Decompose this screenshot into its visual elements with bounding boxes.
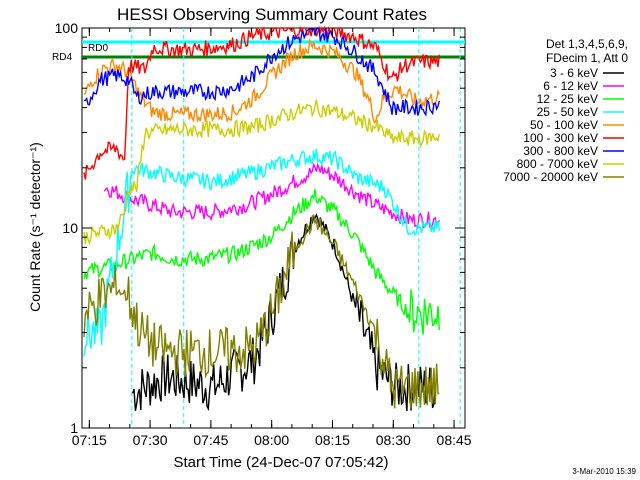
- x-tick-label: 08:45: [437, 432, 472, 448]
- series-layer: [83, 25, 440, 412]
- legend-header-line-2: FDecim 1, Att 0: [546, 51, 628, 65]
- x-tick-label: 08:30: [376, 432, 411, 448]
- y-tick-label: 100: [55, 20, 79, 36]
- x-tick-label: 07:30: [133, 432, 168, 448]
- legend-label: 50 - 100 keV: [530, 118, 598, 132]
- legend-label: 300 - 800 keV: [523, 144, 598, 158]
- x-axis-label: Start Time (24-Dec-07 07:05:42): [173, 454, 388, 471]
- series-line-5: [83, 25, 440, 180]
- x-tick-label: 08:15: [315, 432, 350, 448]
- legend-label: 100 - 300 keV: [523, 131, 598, 145]
- legend: Det 1,3,4,5,6,9, FDecim 1, Att 0 3 - 6 k…: [503, 37, 628, 184]
- series-line-1: [103, 162, 440, 230]
- series-line-8: [83, 214, 440, 409]
- x-axis-ticks: 07:15 07:30 07:45 08:00 08:15 08:30 08:45: [72, 28, 472, 448]
- x-tick-label: 07:45: [193, 432, 228, 448]
- y-tick-label: 10: [62, 220, 78, 236]
- legend-label: 7000 - 20000 keV: [503, 170, 598, 184]
- y-tick-label: 1: [70, 420, 78, 436]
- footer-date: 3-Mar-2010 15:39: [572, 467, 636, 476]
- y-axis-label: Count Rate (s⁻¹ detector⁻¹): [27, 142, 43, 312]
- x-tick-label: 07:15: [72, 432, 107, 448]
- legend-label: 3 - 6 keV: [550, 66, 598, 80]
- flag-label: RD4: [52, 52, 72, 63]
- legend-label: 800 - 7000 keV: [517, 157, 598, 171]
- legend-header-line-1: Det 1,3,4,5,6,9,: [546, 37, 628, 51]
- series-line-6: [83, 27, 440, 117]
- series-line-3: [83, 148, 440, 357]
- chart-title: HESSI Observing Summary Count Rates: [117, 5, 427, 24]
- series-line-4: [83, 37, 440, 124]
- flag-label: RD0: [88, 43, 108, 54]
- y-axis-ticks: 1 10 100: [55, 20, 465, 436]
- legend-label: 6 - 12 keV: [543, 79, 598, 93]
- legend-label: 12 - 25 keV: [537, 92, 598, 106]
- x-tick-label: 08:00: [254, 432, 289, 448]
- legend-label: 25 - 50 keV: [537, 105, 598, 119]
- series-line-7: [83, 99, 440, 246]
- series-line-2: [83, 188, 440, 335]
